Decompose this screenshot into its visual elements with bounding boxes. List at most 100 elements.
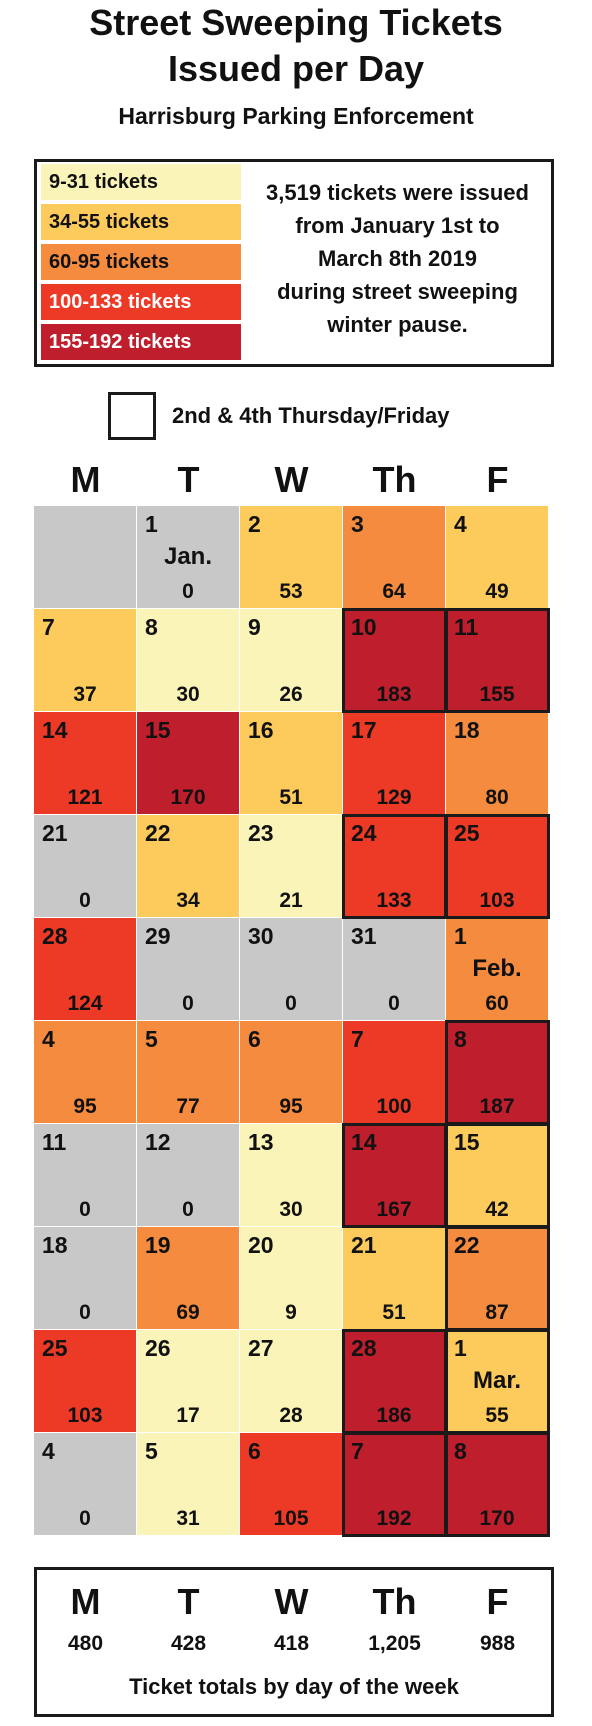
ticket-count: 26 <box>279 683 303 706</box>
day-number: 3 <box>351 511 364 537</box>
ticket-count: 87 <box>485 1301 509 1324</box>
day-cell: 6 105 <box>240 1433 342 1535</box>
day-number: 6 <box>248 1438 261 1464</box>
day-number: 4 <box>454 511 467 537</box>
day-number: 1 <box>145 511 158 537</box>
ticket-count: 30 <box>279 1198 303 1221</box>
thursday-friday-outline <box>445 1226 550 1331</box>
thursday-friday-outline <box>445 814 550 919</box>
day-number: 8 <box>454 1026 467 1052</box>
ticket-count: 51 <box>382 1301 406 1324</box>
ticket-count: 34 <box>176 889 200 912</box>
thursday-friday-outline <box>342 608 447 713</box>
day-number: 2 <box>248 511 261 537</box>
day-number: 24 <box>351 820 377 846</box>
legend-item: 34-55 tickets <box>41 204 241 240</box>
day-cell: 21 0 <box>34 815 136 917</box>
day-number: 21 <box>42 820 68 846</box>
day-number: 10 <box>351 614 377 640</box>
day-cell: 15 42 <box>446 1124 548 1226</box>
day-cell: 7 192 <box>343 1433 445 1535</box>
day-number: 27 <box>248 1335 274 1361</box>
ticket-count: 129 <box>376 786 412 809</box>
legend-note: 3,519 tickets were issued from January 1s… <box>245 176 550 341</box>
day-cell: 2 53 <box>240 506 342 608</box>
ticket-count: 0 <box>79 1198 91 1221</box>
legend-item: 155-192 tickets <box>41 324 241 360</box>
thursday-friday-outline <box>342 814 447 919</box>
month-label: Feb. <box>472 955 522 982</box>
day-header: F <box>486 459 509 500</box>
day-number: 7 <box>42 614 55 640</box>
legend-note-line: during street sweeping <box>277 279 518 304</box>
day-cell: 25 103 <box>446 815 548 917</box>
day-cell: 5 31 <box>137 1433 239 1535</box>
calendar-grid: 1 Jan. 0 2 53 3 64 4 49 7 37 8 30 9 26 10 183 11 155 14 121 1… <box>34 506 550 1537</box>
day-number: 17 <box>351 717 377 743</box>
thursday-friday-outline <box>445 1020 550 1125</box>
ticket-count: 170 <box>170 786 206 809</box>
ticket-count: 187 <box>479 1095 515 1118</box>
day-cell: 11 0 <box>34 1124 136 1226</box>
total-day-label: M <box>70 1581 101 1622</box>
ticket-count: 95 <box>279 1095 303 1118</box>
thursday-friday-outline <box>445 1329 550 1434</box>
ticket-count: 124 <box>67 992 103 1015</box>
ticket-count: 0 <box>182 580 194 603</box>
day-cell: 1 Feb. 60 <box>446 918 548 1020</box>
day-number: 28 <box>42 923 68 949</box>
day-cell: 1 Jan. 0 <box>137 506 239 608</box>
day-number: 14 <box>42 717 68 743</box>
day-cell: 21 51 <box>343 1227 445 1329</box>
ticket-count: 103 <box>479 889 515 912</box>
day-number: 11 <box>42 1129 67 1155</box>
day-number: 4 <box>42 1026 55 1052</box>
day-cell: 24 133 <box>343 815 445 917</box>
marker-swatch <box>108 392 156 440</box>
day-number: 21 <box>351 1232 377 1258</box>
day-cell: 29 0 <box>137 918 239 1020</box>
ticket-count: 170 <box>479 1507 515 1530</box>
total-day-label: W <box>274 1581 309 1622</box>
ticket-count: 186 <box>376 1404 412 1427</box>
day-cell: 13 30 <box>240 1124 342 1226</box>
ticket-count: 77 <box>176 1095 200 1118</box>
day-header: W <box>274 459 309 500</box>
total-day-value: 428 <box>170 1632 207 1655</box>
day-cell: 23 21 <box>240 815 342 917</box>
ticket-count: 0 <box>182 992 194 1015</box>
day-cell: 7 100 <box>343 1021 445 1123</box>
day-cell: 18 80 <box>446 712 548 814</box>
ticket-count: 0 <box>79 1507 91 1530</box>
ticket-count: 0 <box>79 889 91 912</box>
total-day-label: Th <box>372 1581 417 1622</box>
day-cell: 18 0 <box>34 1227 136 1329</box>
title-line-2: Issued per Day <box>167 48 425 89</box>
ticket-count: 95 <box>73 1095 97 1118</box>
day-number: 19 <box>145 1232 171 1258</box>
legend-note-line: winter pause. <box>327 312 468 337</box>
day-number: 12 <box>145 1129 171 1155</box>
day-number: 14 <box>351 1129 377 1155</box>
ticket-count: 42 <box>485 1198 509 1221</box>
ticket-count: 192 <box>376 1507 412 1530</box>
day-number: 25 <box>42 1335 68 1361</box>
day-cell: 28 186 <box>343 1330 445 1432</box>
day-number: 8 <box>145 614 158 640</box>
marker-label: 2nd & 4th Thursday/Friday <box>172 403 450 428</box>
day-number: 18 <box>42 1232 68 1258</box>
day-cell: 12 0 <box>137 1124 239 1226</box>
day-cell: 15 170 <box>137 712 239 814</box>
ticket-count: 64 <box>382 580 406 603</box>
day-cell: 8 30 <box>137 609 239 711</box>
day-number: 11 <box>454 614 479 640</box>
day-cell: 1 Mar. 55 <box>446 1330 548 1432</box>
thursday-friday-outline <box>342 1123 447 1228</box>
day-cell: 4 95 <box>34 1021 136 1123</box>
day-number: 7 <box>351 1026 364 1052</box>
day-cell: 5 77 <box>137 1021 239 1123</box>
day-number: 18 <box>454 717 480 743</box>
legend-item: 100-133 tickets <box>41 284 241 320</box>
day-cell: 17 129 <box>343 712 445 814</box>
